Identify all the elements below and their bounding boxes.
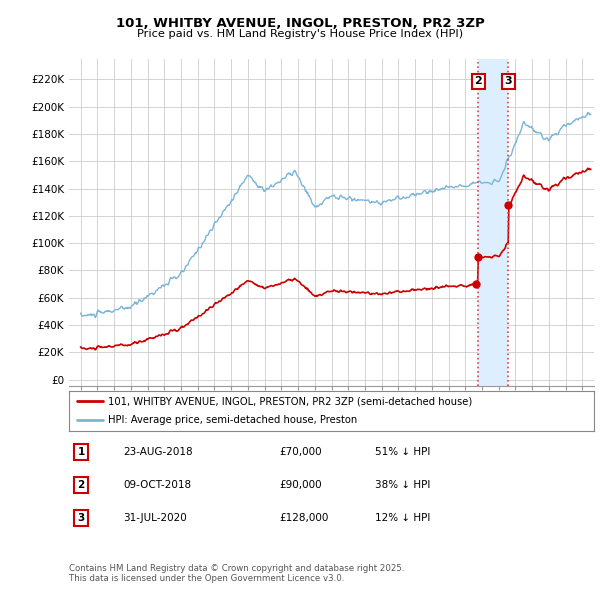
- Bar: [478, 59, 508, 386]
- Text: 2: 2: [474, 77, 482, 87]
- Text: £128,000: £128,000: [279, 513, 328, 523]
- Text: 3: 3: [77, 513, 85, 523]
- Text: 12% ↓ HPI: 12% ↓ HPI: [375, 513, 430, 523]
- Text: 2: 2: [77, 480, 85, 490]
- Text: HPI: Average price, semi-detached house, Preston: HPI: Average price, semi-detached house,…: [109, 415, 358, 425]
- Text: 38% ↓ HPI: 38% ↓ HPI: [375, 480, 430, 490]
- Text: Contains HM Land Registry data © Crown copyright and database right 2025.
This d: Contains HM Land Registry data © Crown c…: [69, 563, 404, 583]
- Text: 1: 1: [77, 447, 85, 457]
- Text: 3: 3: [505, 77, 512, 87]
- Text: 101, WHITBY AVENUE, INGOL, PRESTON, PR2 3ZP: 101, WHITBY AVENUE, INGOL, PRESTON, PR2 …: [116, 17, 484, 30]
- Text: £70,000: £70,000: [279, 447, 322, 457]
- Text: 51% ↓ HPI: 51% ↓ HPI: [375, 447, 430, 457]
- Text: 31-JUL-2020: 31-JUL-2020: [123, 513, 187, 523]
- Text: 101, WHITBY AVENUE, INGOL, PRESTON, PR2 3ZP (semi-detached house): 101, WHITBY AVENUE, INGOL, PRESTON, PR2 …: [109, 396, 473, 407]
- Text: 23-AUG-2018: 23-AUG-2018: [123, 447, 193, 457]
- Text: Price paid vs. HM Land Registry's House Price Index (HPI): Price paid vs. HM Land Registry's House …: [137, 30, 463, 39]
- Text: £90,000: £90,000: [279, 480, 322, 490]
- Text: 09-OCT-2018: 09-OCT-2018: [123, 480, 191, 490]
